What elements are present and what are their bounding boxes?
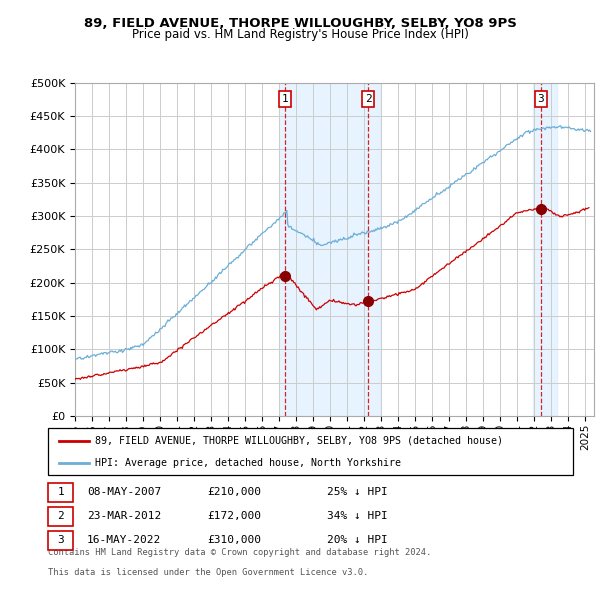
Bar bbox=[533, 83, 557, 416]
Text: 25% ↓ HPI: 25% ↓ HPI bbox=[327, 487, 388, 497]
Text: 2: 2 bbox=[365, 94, 371, 104]
Text: £210,000: £210,000 bbox=[207, 487, 261, 497]
Text: 1: 1 bbox=[57, 487, 64, 497]
Text: 23-MAR-2012: 23-MAR-2012 bbox=[87, 512, 161, 521]
Bar bbox=[279, 83, 380, 416]
Text: £310,000: £310,000 bbox=[207, 536, 261, 545]
Text: Contains HM Land Registry data © Crown copyright and database right 2024.: Contains HM Land Registry data © Crown c… bbox=[48, 548, 431, 557]
Text: This data is licensed under the Open Government Licence v3.0.: This data is licensed under the Open Gov… bbox=[48, 568, 368, 577]
Text: 1: 1 bbox=[282, 94, 289, 104]
Text: 89, FIELD AVENUE, THORPE WILLOUGHBY, SELBY, YO8 9PS: 89, FIELD AVENUE, THORPE WILLOUGHBY, SEL… bbox=[83, 17, 517, 30]
Text: 08-MAY-2007: 08-MAY-2007 bbox=[87, 487, 161, 497]
Text: 89, FIELD AVENUE, THORPE WILLOUGHBY, SELBY, YO8 9PS (detached house): 89, FIELD AVENUE, THORPE WILLOUGHBY, SEL… bbox=[95, 436, 503, 446]
Text: 34% ↓ HPI: 34% ↓ HPI bbox=[327, 512, 388, 521]
Text: Price paid vs. HM Land Registry's House Price Index (HPI): Price paid vs. HM Land Registry's House … bbox=[131, 28, 469, 41]
Text: 3: 3 bbox=[538, 94, 544, 104]
Text: 2: 2 bbox=[57, 512, 64, 521]
Text: 16-MAY-2022: 16-MAY-2022 bbox=[87, 536, 161, 545]
Text: £172,000: £172,000 bbox=[207, 512, 261, 521]
Text: 20% ↓ HPI: 20% ↓ HPI bbox=[327, 536, 388, 545]
Text: HPI: Average price, detached house, North Yorkshire: HPI: Average price, detached house, Nort… bbox=[95, 458, 401, 468]
Text: 3: 3 bbox=[57, 536, 64, 545]
